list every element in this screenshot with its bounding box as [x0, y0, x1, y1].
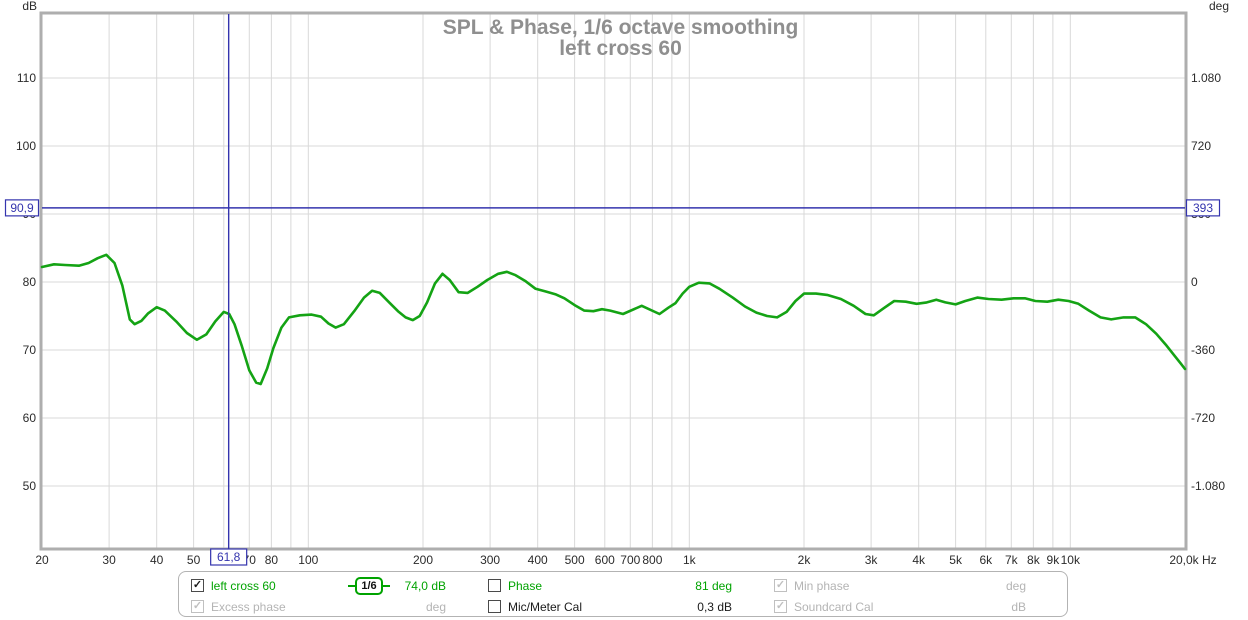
mic-cal-toggle[interactable]: Mic/Meter Cal: [488, 598, 582, 615]
left-axis-unit-label: dB: [22, 0, 37, 13]
svg-text:393: 393: [1193, 201, 1213, 215]
mic-cal-label: Mic/Meter Cal: [508, 599, 583, 614]
svg-text:50: 50: [23, 479, 37, 493]
trace-checkbox[interactable]: ✓: [191, 579, 204, 592]
cursor-freq-readout: 61,8: [210, 548, 248, 566]
svg-text:500: 500: [565, 553, 585, 567]
excess-phase-toggle[interactable]: ✓ Excess phase: [191, 598, 286, 615]
svg-text:10k: 10k: [1061, 553, 1081, 567]
svg-text:700: 700: [620, 553, 640, 567]
svg-text:200: 200: [413, 553, 433, 567]
svg-text:90,9: 90,9: [10, 201, 34, 215]
svg-text:100: 100: [16, 139, 36, 153]
svg-text:20,0k Hz: 20,0k Hz: [1169, 553, 1216, 567]
excess-phase-checkbox[interactable]: ✓: [191, 600, 204, 613]
trace-level-value: 74,0 dB: [404, 578, 446, 593]
cursor-spl-readout: 90,9: [4, 199, 40, 217]
smoothing-badge-label: 1/6: [355, 576, 383, 595]
svg-text:60: 60: [23, 411, 37, 425]
trace-toggle[interactable]: ✓ left cross 60: [191, 577, 276, 594]
svg-text:800: 800: [642, 553, 662, 567]
cursor-crosshair[interactable]: [42, 14, 1185, 549]
svg-text:400: 400: [528, 553, 548, 567]
min-phase-label: Min phase: [794, 578, 850, 593]
mic-cal-level-value: 0,3 dB: [697, 599, 732, 614]
phase-toggle[interactable]: Phase: [488, 577, 542, 594]
cursor-phase-readout: 393: [1185, 199, 1221, 217]
right-axis-unit-label: deg: [1209, 0, 1229, 13]
svg-text:5k: 5k: [949, 553, 963, 567]
svg-text:30: 30: [102, 553, 116, 567]
soundcard-cal-toggle[interactable]: ✓ Soundcard Cal: [774, 598, 873, 615]
phase-checkbox[interactable]: [488, 579, 501, 592]
svg-text:3k: 3k: [865, 553, 879, 567]
svg-text:70: 70: [23, 343, 37, 357]
plot-border: [39, 11, 1188, 551]
smoothing-control[interactable]: 1/6: [339, 576, 399, 595]
svg-text:-720: -720: [1191, 411, 1215, 425]
svg-text:20: 20: [35, 553, 49, 567]
svg-text:600: 600: [595, 553, 615, 567]
svg-text:80: 80: [265, 553, 279, 567]
smoothing-badge[interactable]: 1/6: [348, 576, 390, 595]
min-phase-unit: deg: [1005, 578, 1026, 593]
svg-text:50: 50: [187, 553, 201, 567]
min-phase-checkbox[interactable]: ✓: [774, 579, 787, 592]
svg-text:7k: 7k: [1005, 553, 1019, 567]
excess-phase-unit: deg: [425, 599, 446, 614]
svg-text:6k: 6k: [979, 553, 993, 567]
svg-text:1.080: 1.080: [1191, 71, 1221, 85]
svg-text:61,8: 61,8: [217, 550, 241, 564]
soundcard-cal-label: Soundcard Cal: [794, 599, 874, 614]
axis-tick-labels: 11010090807060501.0807203600-360-720-1.0…: [16, 71, 1225, 567]
phase-label: Phase: [508, 578, 543, 593]
svg-text:40: 40: [150, 553, 164, 567]
trace-label: left cross 60: [211, 578, 276, 593]
svg-text:720: 720: [1191, 139, 1211, 153]
svg-text:4k: 4k: [912, 553, 926, 567]
svg-text:110: 110: [17, 71, 36, 85]
grid-lines: [41, 14, 1186, 548]
svg-text:300: 300: [480, 553, 500, 567]
phase-level-value: 81 deg: [695, 578, 732, 593]
spl-trace-left-cross-60: [40, 253, 1187, 386]
svg-text:100: 100: [298, 553, 318, 567]
svg-text:1k: 1k: [683, 553, 697, 567]
measurement-legend-bar: ✓ left cross 60 1/6 74,0 dB Phase 81 deg…: [178, 571, 1068, 617]
chart-title-line2: left cross 60: [559, 37, 682, 60]
soundcard-cal-unit: dB: [1011, 599, 1026, 614]
mic-cal-checkbox[interactable]: [488, 600, 501, 613]
excess-phase-label: Excess phase: [211, 599, 286, 614]
svg-text:-1.080: -1.080: [1191, 479, 1225, 493]
svg-text:8k: 8k: [1027, 553, 1041, 567]
svg-text:2k: 2k: [798, 553, 812, 567]
svg-text:80: 80: [23, 275, 37, 289]
soundcard-cal-checkbox[interactable]: ✓: [774, 600, 787, 613]
svg-text:9k: 9k: [1047, 553, 1061, 567]
svg-text:-360: -360: [1191, 343, 1215, 357]
min-phase-toggle[interactable]: ✓ Min phase: [774, 577, 849, 594]
svg-text:0: 0: [1191, 275, 1198, 289]
badge-left-dash-icon: [348, 584, 356, 587]
chart-title-line1: SPL & Phase, 1/6 octave smoothing: [443, 16, 799, 39]
badge-right-dash-icon: [382, 584, 390, 587]
